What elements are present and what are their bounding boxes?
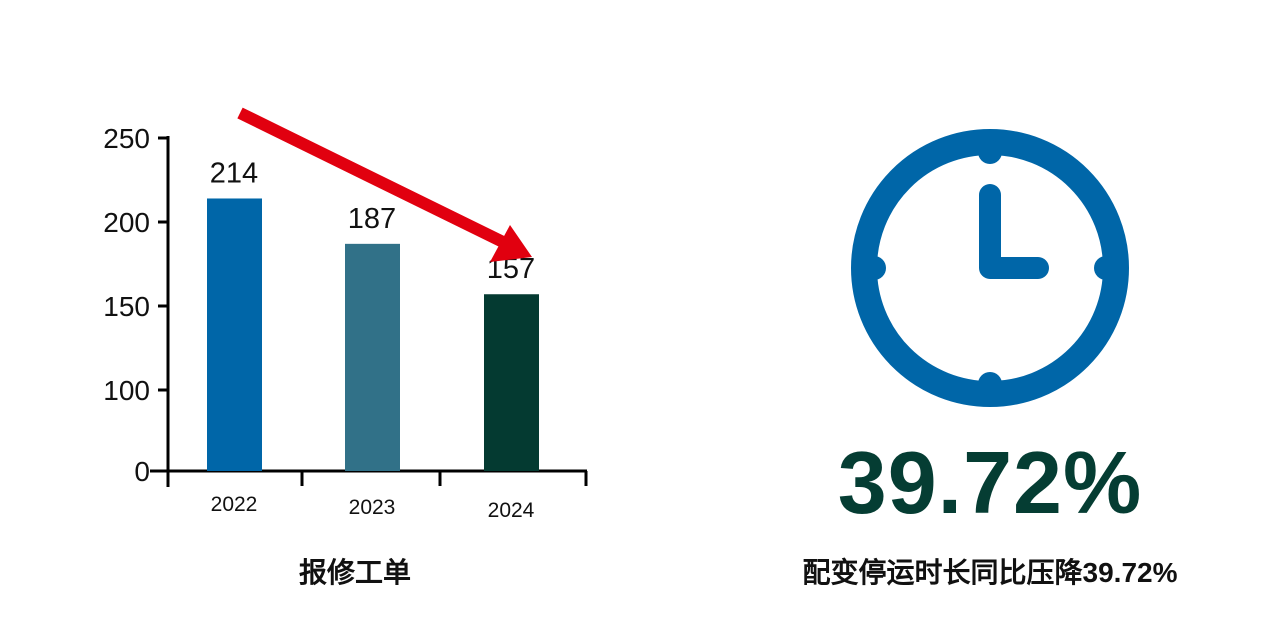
trend-arrow xyxy=(237,107,532,262)
kpi-caption: 配变停运时长同比压降39.72% xyxy=(802,557,1178,588)
clock-icon xyxy=(851,129,1129,407)
y-tick-label: 200 xyxy=(103,207,150,238)
y-tick-label: 100 xyxy=(103,375,150,406)
x-tick-label: 2024 xyxy=(488,499,535,522)
data-label: 214 xyxy=(210,157,258,189)
chart-title: 报修工单 xyxy=(298,557,411,588)
data-label: 187 xyxy=(348,203,396,235)
y-tick-label: 0 xyxy=(134,456,150,487)
x-tick-label: 2023 xyxy=(349,496,396,519)
bar-2024 xyxy=(484,294,539,471)
y-tick-label: 250 xyxy=(103,123,150,154)
kpi-value: 39.72% xyxy=(837,433,1143,532)
bar-2022 xyxy=(207,198,262,472)
y-tick-label: 150 xyxy=(103,291,150,322)
x-tick-label: 2022 xyxy=(211,493,258,516)
bar-2023 xyxy=(345,243,400,471)
